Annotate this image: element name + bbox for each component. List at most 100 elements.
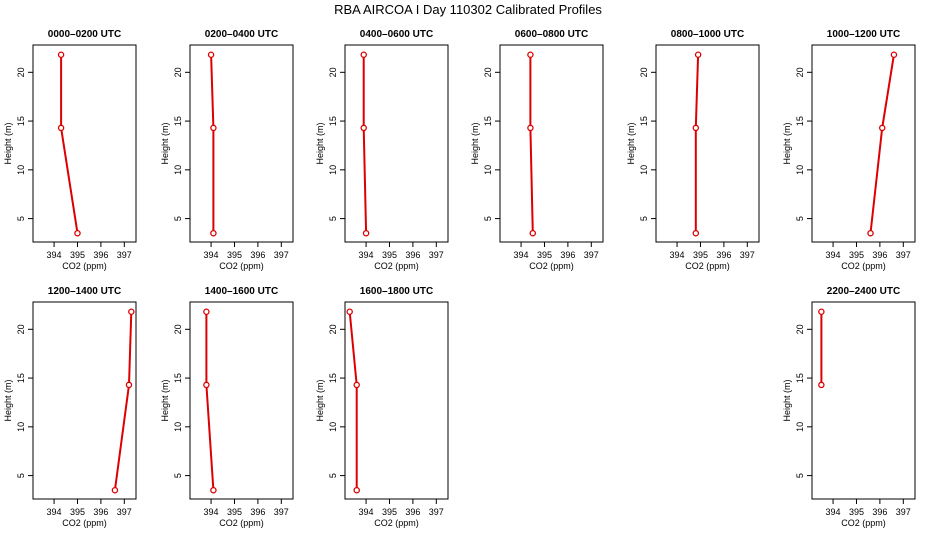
y-axis-label: Height (m) (3, 379, 13, 421)
x-axis-label: CO2 (ppm) (219, 261, 264, 271)
data-point (694, 51, 702, 59)
data-point (210, 124, 217, 132)
x-tick-label: 396 (872, 507, 887, 517)
x-tick-label: 397 (274, 507, 289, 517)
y-axis-label: Height (m) (3, 122, 13, 164)
y-tick-label: 10 (328, 165, 338, 175)
y-tick-label: 15 (483, 116, 493, 126)
panel-title: 2200–2400 UTC (827, 286, 900, 297)
plot-frame (499, 44, 604, 243)
data-point (867, 229, 874, 237)
data-point (527, 51, 534, 59)
y-tick-label: 10 (639, 165, 649, 175)
panel-2: 0200–0400 UTC 394 395 396 397 CO2 (ppm) 5 10 15 2… (160, 29, 294, 271)
data-point (210, 229, 217, 237)
data-point (353, 486, 360, 494)
data-point (360, 124, 367, 132)
profile-line (348, 311, 358, 491)
y-tick-label: 15 (173, 116, 183, 126)
y-tick-label: 5 (173, 216, 183, 221)
data-point (57, 124, 65, 132)
x-axis-label: CO2 (ppm) (62, 261, 107, 271)
y-tick-label: 20 (483, 67, 493, 77)
plot-frame (344, 44, 449, 243)
panel-title: 1200–1400 UTC (48, 286, 121, 297)
y-tick-label: 10 (483, 165, 493, 175)
y-tick-label: 20 (795, 67, 805, 77)
y-tick-label: 5 (795, 473, 805, 478)
y-tick-label: 10 (328, 422, 338, 432)
profile-line (205, 311, 215, 491)
panel-10: 2200–2400 UTC 394 395 396 397 CO2 (ppm) 5 10 15 2… (782, 286, 916, 528)
x-tick-label: 394 (47, 507, 62, 517)
x-tick-label: 395 (227, 250, 242, 260)
data-point (818, 308, 825, 316)
x-tick-label: 397 (896, 250, 911, 260)
x-tick-label: 396 (560, 250, 575, 260)
x-axis-label: CO2 (ppm) (841, 518, 886, 528)
y-tick-label: 5 (173, 473, 183, 478)
panel-title: 1600–1800 UTC (360, 286, 433, 297)
data-point (353, 381, 360, 389)
y-tick-label: 5 (328, 216, 338, 221)
y-tick-label: 20 (328, 67, 338, 77)
x-tick-label: 397 (429, 250, 444, 260)
y-tick-label: 15 (16, 116, 26, 126)
y-tick-label: 10 (16, 165, 26, 175)
x-tick-label: 394 (359, 507, 374, 517)
x-tick-label: 397 (429, 507, 444, 517)
plot-frame (655, 44, 760, 243)
x-tick-label: 397 (274, 250, 289, 260)
x-axis-label: CO2 (ppm) (685, 261, 730, 271)
y-tick-label: 15 (795, 373, 805, 383)
x-tick-label: 395 (382, 250, 397, 260)
panel-title: 0200–0400 UTC (205, 29, 278, 40)
x-tick-label: 394 (204, 250, 219, 260)
figure-title: RBA AIRCOA I Day 110302 Calibrated Profi… (334, 2, 602, 17)
data-point (362, 229, 370, 237)
data-point (529, 229, 537, 237)
x-axis-label: CO2 (ppm) (374, 261, 419, 271)
y-tick-label: 5 (795, 216, 805, 221)
x-tick-label: 397 (584, 250, 599, 260)
x-tick-label: 397 (117, 507, 132, 517)
plot-frame (32, 44, 137, 243)
y-tick-label: 15 (328, 373, 338, 383)
panel-1: 0000–0200 UTC 394 395 396 397 CO2 (ppm) 5 10 15 2… (3, 29, 137, 271)
plot-frame (189, 44, 294, 243)
x-tick-label: 395 (849, 250, 864, 260)
x-tick-label: 394 (47, 250, 62, 260)
y-tick-label: 10 (795, 165, 805, 175)
y-axis-label: Height (m) (160, 122, 170, 164)
profile-line (210, 54, 215, 234)
x-tick-label: 396 (250, 250, 265, 260)
profile-line (529, 54, 534, 234)
y-tick-label: 20 (16, 324, 26, 334)
x-tick-label: 395 (70, 250, 85, 260)
data-point (346, 308, 353, 316)
data-point (203, 381, 210, 389)
y-tick-label: 15 (173, 373, 183, 383)
y-tick-label: 5 (16, 216, 26, 221)
y-tick-label: 10 (16, 422, 26, 432)
y-axis-label: Height (m) (626, 122, 636, 164)
profile-line (60, 54, 79, 234)
panel-title: 1400–1600 UTC (205, 286, 278, 297)
x-axis-label: CO2 (ppm) (529, 261, 574, 271)
y-tick-label: 15 (16, 373, 26, 383)
profile-line (113, 311, 133, 491)
y-tick-label: 10 (795, 422, 805, 432)
y-tick-label: 10 (173, 165, 183, 175)
panel-title: 0800–1000 UTC (671, 29, 744, 40)
x-tick-label: 395 (849, 507, 864, 517)
panel-4: 0600–0800 UTC 394 395 396 397 CO2 (ppm) 5 10 15 2… (470, 29, 604, 271)
data-point (57, 51, 65, 59)
y-tick-label: 15 (795, 116, 805, 126)
y-tick-label: 20 (328, 324, 338, 334)
plot-frame (32, 301, 137, 500)
y-tick-label: 20 (173, 67, 183, 77)
panel-7: 1200–1400 UTC 394 395 396 397 CO2 (ppm) 5 10 15 2… (3, 286, 137, 528)
profile-line (362, 54, 368, 234)
x-axis-label: CO2 (ppm) (219, 518, 264, 528)
